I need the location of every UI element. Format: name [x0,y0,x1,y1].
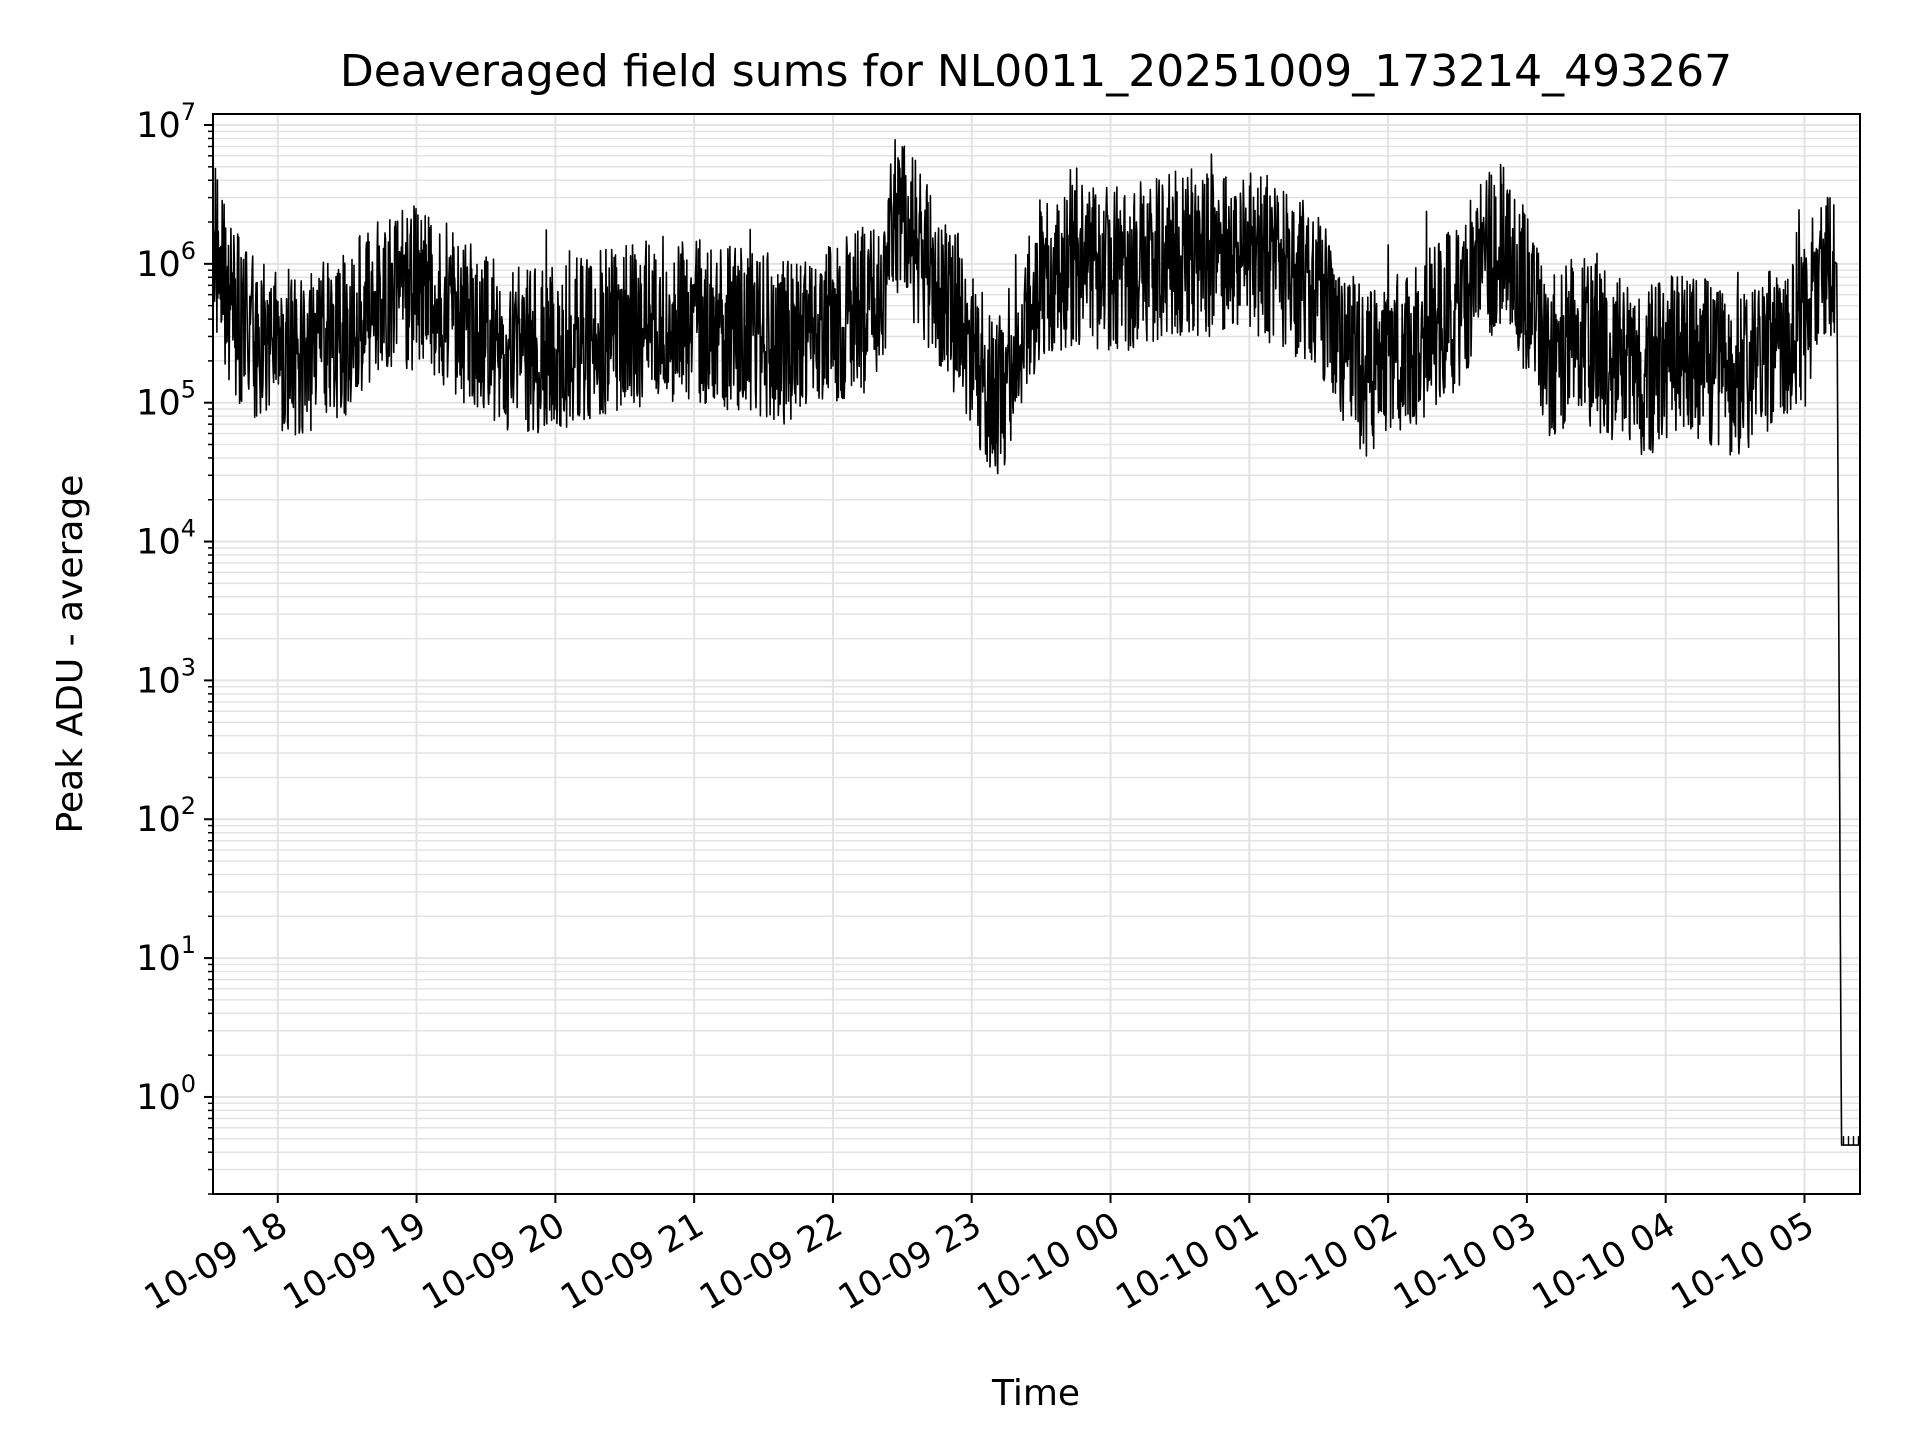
x-axis-label: Time [991,1373,1080,1414]
minor-grid [213,130,1860,1195]
chart-title: Deaveraged field sums for NL0011_2025100… [340,46,1732,97]
y-tick-label: 106 [136,237,196,285]
y-axis-label: Peak ADU - average [50,475,91,834]
plot-area-frame [212,113,1861,1195]
y-tick-label: 100 [136,1070,196,1118]
y-tick-label: 103 [136,653,196,701]
y-tick-label: 102 [136,792,196,840]
y-tick-label: 105 [136,376,196,424]
y-tick-label: 104 [136,515,196,563]
y-tick-label: 107 [136,98,196,146]
series-line-0 [212,139,1861,1146]
y-tick-label: 101 [136,931,196,979]
series-layer [212,139,1861,1146]
y-axis-ticks: 100 101 102 103 104 105 106 107 [136,98,213,1195]
